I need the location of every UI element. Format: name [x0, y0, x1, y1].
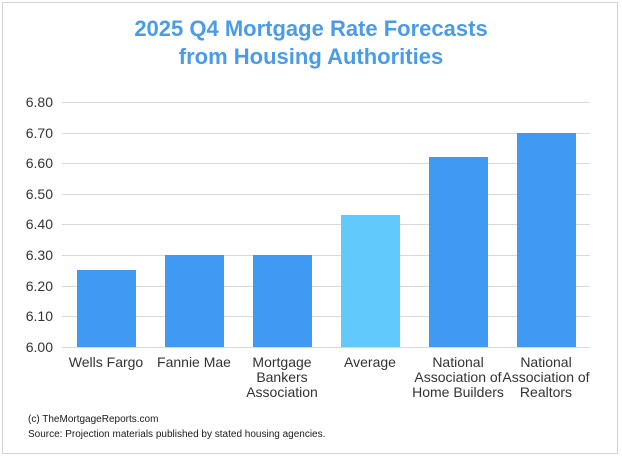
y-tick-label: 6.60 [25, 155, 53, 171]
bar-average [341, 215, 400, 347]
chart-footer: (c) TheMortgageReports.com Source: Proje… [28, 412, 325, 442]
gridline [62, 133, 590, 134]
gridline [62, 347, 590, 348]
bar-mortgage-bankers-association [253, 255, 312, 347]
gridline [62, 316, 590, 317]
x-label-mortgage-bankers-association: Mortgage Bankers Association [246, 354, 318, 400]
y-tick-label: 6.00 [25, 339, 53, 355]
bar-fannie-mae [165, 255, 224, 347]
y-tick-label: 6.20 [25, 278, 53, 294]
gridline [62, 163, 590, 164]
plot-area: 6.80 6.70 6.60 6.50 6.40 6.30 6.20 6.10 6.00 Wel… [26, 94, 590, 400]
y-tick-label: 6.50 [25, 186, 53, 202]
bar-national-association-of-realtors [517, 133, 576, 347]
x-label-fannie-mae: Fannie Mae [157, 354, 231, 370]
y-tick-label: 6.40 [25, 216, 53, 232]
y-tick-label: 6.30 [25, 247, 53, 263]
chart-title: 2025 Q4 Mortgage Rate Forecasts from Hou… [0, 15, 622, 71]
gridline [62, 224, 590, 225]
gridline [62, 102, 590, 103]
source-text: Source: Projection materials published b… [28, 429, 326, 440]
x-label-wells-fargo: Wells Fargo [68, 354, 144, 370]
gridline [62, 286, 590, 287]
y-tick-label: 6.70 [25, 125, 53, 141]
x-label-national-association-of-realtors: National Association of Realtors [502, 354, 590, 400]
gridline [62, 194, 590, 195]
x-label-national-association-of-home-builders: National Association of Home Builders [412, 354, 504, 400]
gridline [62, 255, 590, 256]
y-tick-label: 6.10 [25, 308, 53, 324]
bar-wells-fargo [77, 270, 136, 347]
chart-title-line-1: 2025 Q4 Mortgage Rate Forecasts [134, 16, 488, 41]
copyright-text: (c) TheMortgageReports.com [28, 414, 159, 425]
x-label-average: Average [344, 354, 396, 370]
chart-title-line-2: from Housing Authorities [178, 44, 444, 69]
y-tick-label: 6.80 [25, 94, 53, 110]
bar-national-association-of-home-builders [429, 157, 488, 347]
